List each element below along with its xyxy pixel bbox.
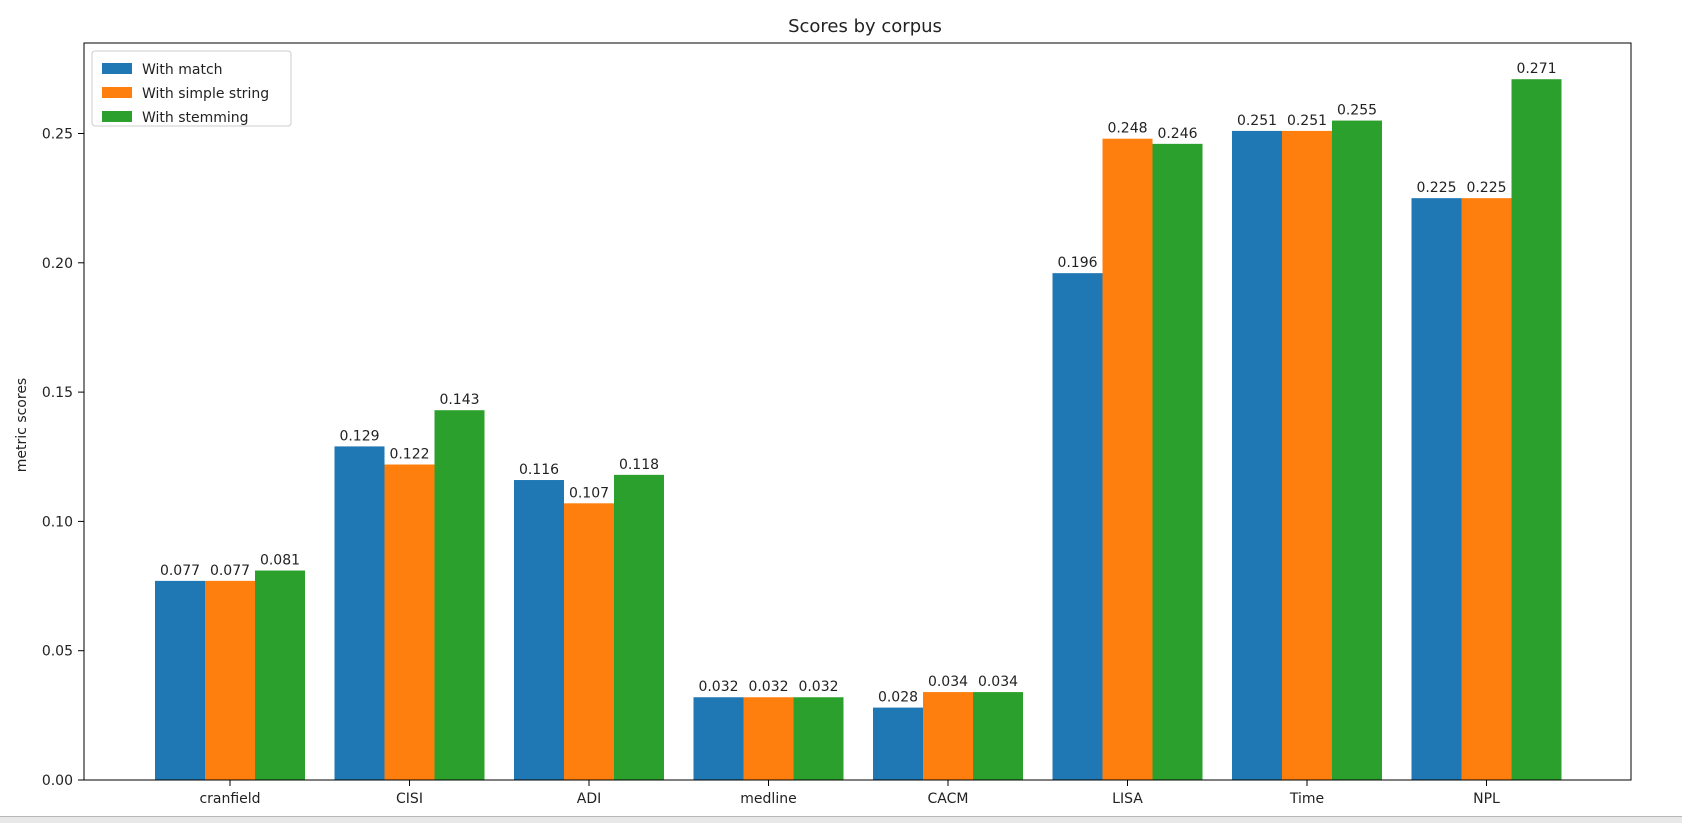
x-tick-label: Time bbox=[1289, 791, 1324, 807]
legend-label: With stemming bbox=[142, 110, 249, 126]
bar-cranfield-series-2 bbox=[205, 580, 255, 780]
x-axis: cranfield CISI ADI medline CACM LISA Time NPL bbox=[199, 780, 1500, 807]
bar-value-label: 0.225 bbox=[1466, 180, 1506, 196]
bar-value-label: 0.077 bbox=[210, 563, 250, 579]
bar-cacm-series-1 bbox=[873, 707, 923, 780]
bar-value-label: 0.107 bbox=[569, 485, 609, 501]
bar-cranfield-series-1 bbox=[155, 580, 205, 780]
x-tick-label: NPL bbox=[1473, 791, 1500, 807]
x-tick-label: CACM bbox=[928, 791, 969, 807]
bar-medline-series-3 bbox=[793, 697, 844, 780]
bar-value-label: 0.246 bbox=[1157, 126, 1197, 142]
bar-medline-series-1 bbox=[693, 697, 744, 780]
bar-value-label: 0.034 bbox=[928, 674, 968, 690]
bar-time-series-1 bbox=[1232, 130, 1282, 781]
bar-value-label: 0.116 bbox=[519, 462, 559, 478]
bar-cisi-series-3 bbox=[434, 410, 485, 780]
bar-value-label: 0.034 bbox=[978, 674, 1018, 690]
bar-cisi-series-1 bbox=[334, 446, 385, 780]
bar-value-label: 0.118 bbox=[619, 457, 659, 473]
legend-label: With match bbox=[142, 62, 223, 78]
bar-time-series-2 bbox=[1282, 130, 1332, 781]
y-tick-label: 0.20 bbox=[42, 256, 73, 272]
bar-value-label: 0.248 bbox=[1107, 121, 1147, 137]
bar-adi-series-3 bbox=[614, 474, 664, 780]
bars-layer bbox=[155, 79, 1562, 781]
bar-value-label: 0.225 bbox=[1416, 180, 1456, 196]
bar-value-label: 0.077 bbox=[160, 563, 200, 579]
y-tick-label: 0.00 bbox=[42, 773, 73, 789]
bar-value-label: 0.196 bbox=[1057, 255, 1097, 271]
bar-npl-series-1 bbox=[1411, 198, 1462, 780]
legend-label: With simple string bbox=[142, 86, 269, 102]
x-tick-label: medline bbox=[740, 791, 796, 807]
x-tick-label: cranfield bbox=[199, 791, 260, 807]
bar-lisa-series-1 bbox=[1052, 273, 1103, 780]
legend-swatch bbox=[102, 63, 132, 74]
legend-swatch bbox=[102, 111, 132, 122]
bar-lisa-series-2 bbox=[1102, 138, 1153, 781]
bar-npl-series-3 bbox=[1511, 79, 1562, 781]
legend: With match With simple string With stemmin… bbox=[91, 50, 292, 127]
y-axis-label: metric scores bbox=[14, 378, 30, 472]
bar-value-label: 0.032 bbox=[798, 679, 838, 695]
bar-labels-layer: 0.077 0.077 0.081 0.129 0.122 0.143 0.116 0.107… bbox=[160, 61, 1557, 705]
bar-value-label: 0.271 bbox=[1516, 61, 1556, 77]
y-tick-label: 0.05 bbox=[42, 644, 73, 660]
bar-value-label: 0.129 bbox=[339, 428, 379, 444]
y-tick-label: 0.25 bbox=[42, 127, 73, 143]
bar-value-label: 0.143 bbox=[439, 392, 479, 408]
bar-value-label: 0.122 bbox=[389, 447, 429, 463]
legend-box bbox=[91, 50, 292, 127]
bar-value-label: 0.251 bbox=[1287, 113, 1327, 129]
bar-time-series-3 bbox=[1332, 120, 1382, 780]
bar-cacm-series-2 bbox=[923, 692, 973, 780]
bar-value-label: 0.255 bbox=[1337, 103, 1377, 119]
chart-title: Scores by corpus bbox=[788, 16, 942, 37]
bar-cranfield-series-3 bbox=[255, 570, 305, 780]
x-tick-label: CISI bbox=[396, 791, 423, 807]
x-tick-label: LISA bbox=[1112, 791, 1143, 807]
x-tick-label: ADI bbox=[577, 791, 602, 807]
bar-cisi-series-2 bbox=[384, 464, 435, 780]
y-tick-label: 0.10 bbox=[42, 514, 73, 530]
bar-value-label: 0.081 bbox=[260, 553, 300, 569]
bar-npl-series-2 bbox=[1461, 198, 1512, 780]
bar-adi-series-2 bbox=[564, 503, 614, 780]
bar-value-label: 0.032 bbox=[698, 679, 738, 695]
bar-adi-series-1 bbox=[514, 480, 564, 780]
bar-value-label: 0.032 bbox=[748, 679, 788, 695]
bar-value-label: 0.251 bbox=[1237, 113, 1277, 129]
window-bottom-edge bbox=[0, 816, 1682, 823]
legend-swatch bbox=[102, 87, 132, 98]
y-tick-label: 0.15 bbox=[42, 385, 73, 401]
bar-cacm-series-3 bbox=[973, 692, 1023, 780]
bar-value-label: 0.028 bbox=[878, 690, 918, 706]
plot-frame bbox=[83, 42, 1632, 781]
bar-lisa-series-3 bbox=[1152, 143, 1203, 780]
y-axis: 0.00 0.05 0.10 0.15 0.20 0.25 bbox=[42, 127, 84, 789]
bar-medline-series-2 bbox=[743, 697, 794, 780]
